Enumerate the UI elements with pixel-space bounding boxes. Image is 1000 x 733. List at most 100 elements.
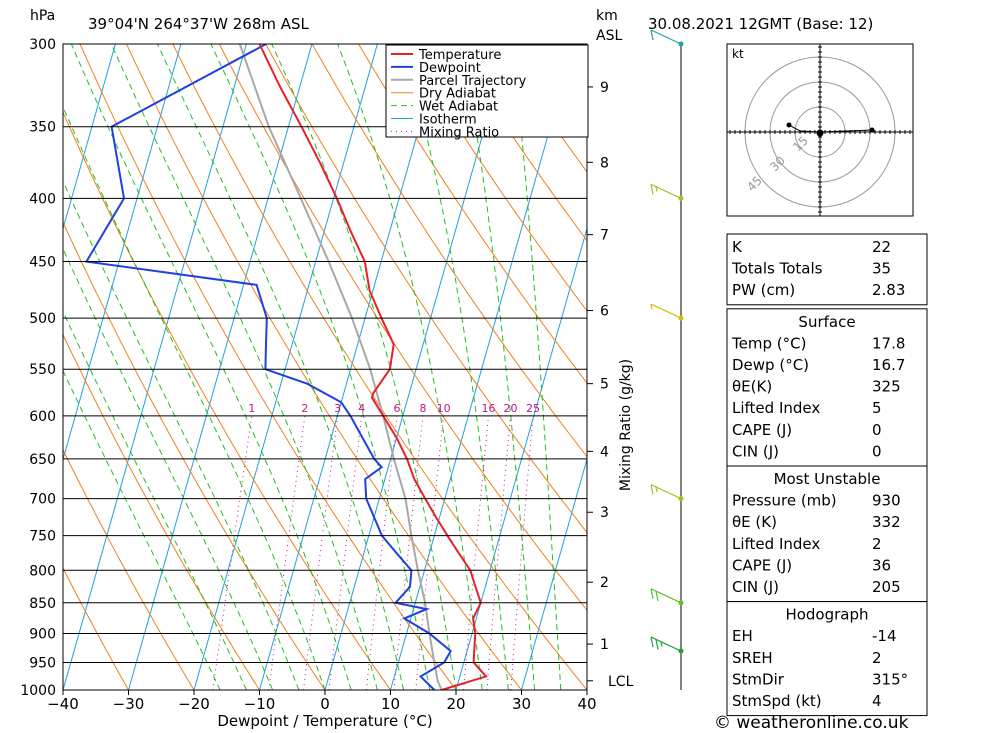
- wind-barb-half-flag: [660, 641, 663, 647]
- indices-table-row-value: 35: [872, 260, 891, 278]
- x-tick-label: −40: [47, 695, 79, 713]
- pressure-tick-label: 700: [29, 492, 56, 508]
- wind-profile: [650, 29, 684, 690]
- wind-barb-half-flag: [655, 486, 658, 493]
- most-unstable-table-row-value: 205: [872, 578, 901, 596]
- surface-table-row-label: Lifted Index: [732, 399, 820, 417]
- wet-adiabat-line: [63, 105, 326, 690]
- mixing-ratio-axis-label: Mixing Ratio (g/kg): [618, 359, 634, 491]
- wind-barb-staff: [650, 484, 682, 500]
- wind-barb-half-flag: [650, 303, 653, 310]
- surface-table-row-label: CIN (J): [732, 442, 779, 460]
- dewpoint-line: [84, 44, 452, 690]
- mixing-ratio-label: 6: [394, 402, 401, 415]
- mixing-ratio-label: 25: [526, 402, 540, 415]
- dry-adiabat-line: [79, 44, 457, 690]
- wet-adiabat-line: [63, 310, 247, 690]
- most-unstable-table-title: Most Unstable: [774, 470, 881, 488]
- x-tick-label: 30: [512, 695, 531, 713]
- most-unstable-table-row-label: θE (K): [732, 513, 777, 531]
- legend-label: Temperature: [418, 48, 501, 63]
- height-unit-asl: ASL: [596, 28, 622, 44]
- mixing-ratio-label: 20: [504, 402, 518, 415]
- hodograph-table-row-value: 315°: [872, 670, 908, 688]
- dry-adiabat-line: [358, 44, 587, 384]
- dry-adiabat-line: [63, 567, 129, 690]
- mixing-ratio-line: [328, 415, 363, 690]
- x-tick-label: 20: [446, 695, 465, 713]
- legend-label: Wet Adiabat: [419, 100, 498, 115]
- isotherm-line: [63, 44, 182, 462]
- surface-table-row-label: θE(K): [732, 378, 772, 396]
- mixing-ratio-labels: 1 2 3 4 6 8 10 16 20 25: [248, 402, 540, 415]
- height-tick-label: 7: [600, 228, 609, 244]
- most-unstable-table-row-value: 2: [872, 535, 882, 553]
- indices-table-box: [726, 233, 928, 306]
- wind-barb-staff: [650, 183, 682, 199]
- wind-barb-staff: [650, 29, 682, 45]
- hodograph-table-box: [726, 601, 928, 717]
- isotherm-line: [63, 44, 116, 231]
- surface-table-row-label: CAPE (J): [732, 421, 792, 439]
- legend-label: Mixing Ratio: [419, 125, 499, 140]
- height-tick-label: 8: [600, 155, 609, 171]
- most-unstable-table-row-value: 930: [872, 492, 901, 510]
- wind-barb-flag: [655, 590, 659, 602]
- height-tick-label: 3: [600, 505, 609, 521]
- wind-barb-staff: [650, 636, 682, 652]
- height-unit: km: [596, 8, 618, 24]
- wet-adiabat-line: [210, 44, 431, 690]
- height-tick-label: 1: [600, 637, 609, 653]
- hodograph-table-row-label: StmSpd (kt): [732, 692, 822, 710]
- mixing-ratio-label: 4: [358, 402, 365, 415]
- wind-barb-half-flag: [655, 186, 658, 192]
- surface-table-row-label: Temp (°C): [731, 334, 806, 352]
- mixing-ratio-label: 16: [482, 402, 496, 415]
- indices-table-row-value: 2.83: [872, 281, 905, 299]
- x-tick-label: −20: [178, 695, 210, 713]
- surface-table-row-value: 5: [872, 399, 882, 417]
- x-tick-label: 0: [320, 695, 330, 713]
- indices-table-row-value: 22: [872, 238, 891, 256]
- pressure-tick-label: 600: [29, 409, 56, 425]
- wind-barb-staff: [650, 588, 682, 604]
- height-tick-label: 5: [600, 377, 609, 393]
- dry-adiabat-line: [63, 111, 391, 690]
- isotherm-line: [259, 44, 444, 690]
- wind-barb-flag: [655, 639, 659, 650]
- height-tick-label: LCL: [608, 674, 634, 690]
- isotherm-line: [63, 44, 247, 690]
- mixing-ratio-line: [303, 415, 339, 690]
- legend-box: [385, 44, 589, 138]
- pressure-tick-label: 900: [29, 626, 56, 642]
- surface-table-row-value: 0: [872, 421, 882, 439]
- isobars: 300 350 400 450 500 550 600 650 700 750 800 850 900 9…: [20, 37, 587, 699]
- hodograph-table-row-label: EH: [732, 627, 753, 645]
- wind-barb-staff: [650, 303, 682, 319]
- dry-adiabat-line: [311, 44, 587, 458]
- wind-barb-flag: [650, 484, 654, 495]
- pressure-tick-label: 350: [29, 120, 56, 136]
- storm-motion-marker: [816, 129, 824, 137]
- mixing-ratio-label: 3: [334, 402, 341, 415]
- hodograph-point: [869, 127, 875, 133]
- legend-label: Parcel Trajectory: [419, 74, 527, 89]
- dry-adiabat-line: [172, 44, 587, 690]
- surface-table-row-label: Dewp (°C): [732, 356, 809, 374]
- most-unstable-table-row-value: 36: [872, 556, 891, 574]
- hodograph-table-title: Hodograph: [785, 606, 868, 624]
- isotherm-line: [128, 44, 313, 690]
- legend-label: Dry Adiabat: [419, 87, 496, 102]
- surface-table-row-value: 325: [872, 378, 901, 396]
- height-tick-label: 4: [600, 444, 609, 460]
- hodograph-table-row-value: 2: [872, 649, 882, 667]
- most-unstable-table-row-label: CAPE (J): [732, 556, 792, 574]
- wet-adiabat-line: [157, 44, 405, 690]
- credit: © weatheronline.co.uk: [714, 713, 909, 733]
- pressure-tick-label: 800: [29, 563, 56, 579]
- pressure-tick-label: 1000: [20, 683, 56, 699]
- x-tick-label: 10: [381, 695, 400, 713]
- wind-barb-flag: [650, 184, 654, 195]
